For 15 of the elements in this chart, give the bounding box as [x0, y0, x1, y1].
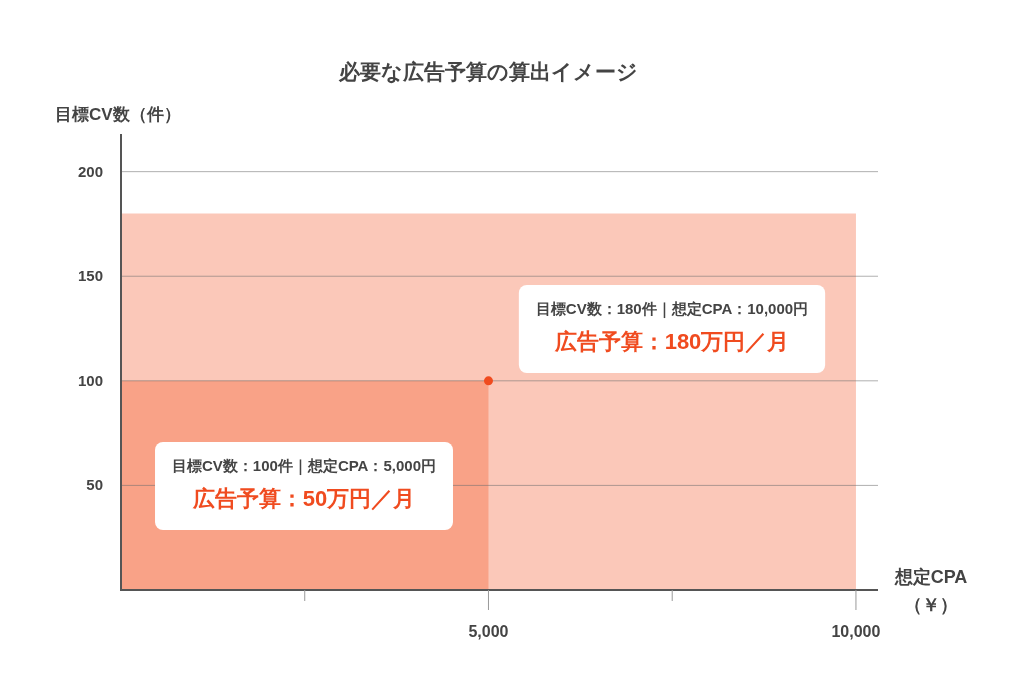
annotation: 目標CV数：100件｜想定CPA：5,000円 広告予算：50万円／月: [155, 442, 453, 530]
chart-title: 必要な広告予算の算出イメージ: [337, 60, 638, 84]
annotation: 広告予算：180万円／月: [553, 329, 790, 354]
y-tick-label: 50: [86, 476, 103, 494]
x-axis-title: 想定CPA （￥）: [893, 567, 968, 615]
annotation: 目標CV数：100件｜想定CPA：5,000円: [172, 457, 436, 476]
x-tick-label: 5,000: [468, 623, 509, 640]
y-tick-label: 150: [77, 267, 103, 285]
annotation: 広告予算：50万円／月: [191, 486, 416, 511]
y-tick-label: 100: [77, 371, 103, 389]
annotation: 目標CV数：180件｜想定CPA：10,000円 広告予算：180万円／月: [518, 285, 826, 373]
y-tick-label: 200: [77, 162, 103, 180]
y-axis-title: 目標CV数（件）: [55, 105, 181, 124]
x-tick-label: 10,000: [831, 623, 881, 640]
annotation: 目標CV数：180件｜想定CPA：10,000円: [535, 300, 809, 319]
